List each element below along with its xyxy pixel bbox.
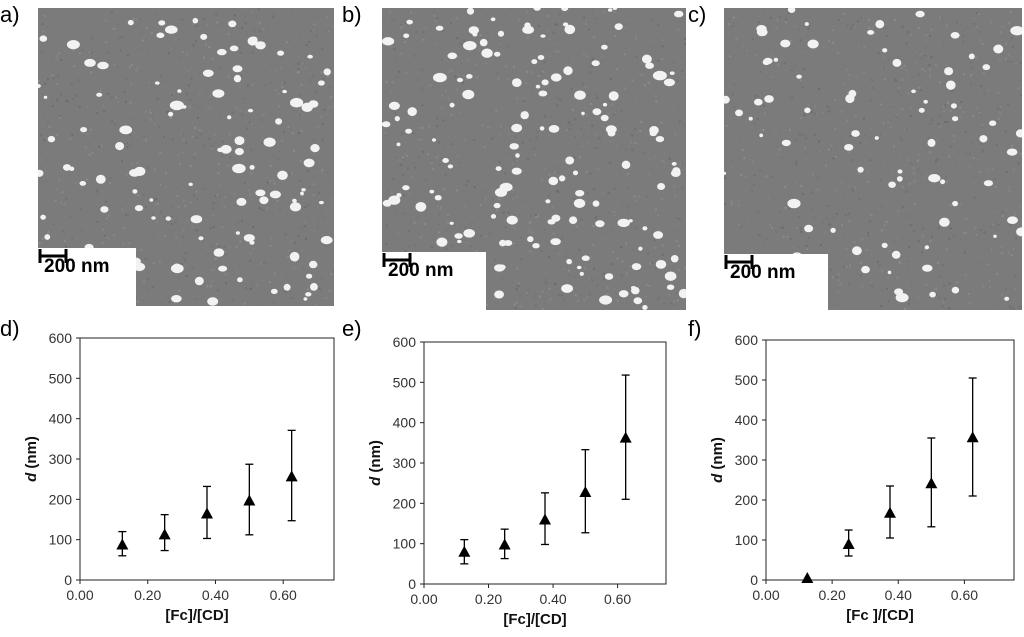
chart-f-ytick-label: 500: [735, 372, 759, 388]
chart-f-xlabel: [Fc ]/[CD]: [846, 607, 914, 624]
chart-e-xlabel: [Fc]/[CD]: [503, 611, 566, 628]
chart-f: 0 100 200 300 400 500 600 0.00 0.20 0.40 0.60 [Fc ]…: [700, 330, 1022, 632]
chart-f-ytick-label: 200: [735, 492, 759, 508]
panel-label-c: c): [688, 2, 706, 28]
chart-e-ytick-label: 400: [393, 415, 417, 431]
chart-e-ytick-label: 200: [393, 495, 417, 511]
chart-f-point-4: [967, 431, 979, 442]
chart-d-xtick-label: 0.00: [66, 587, 93, 603]
chart-e-point-4: [620, 432, 632, 443]
micrograph-c: 200 nm: [724, 8, 1022, 310]
chart-d-point-2: [201, 507, 213, 518]
chart-f-xtick-label: 0.40: [885, 587, 912, 603]
chart-d-ylabel: d (nm): [23, 436, 40, 482]
chart-f-xtick-label: 0.20: [819, 587, 846, 603]
chart-f-frame: [766, 340, 1014, 580]
chart-d-svg: 0 100 200 300 400 500 600 0.00 0.20 0.40 0.60 [Fc]/…: [18, 322, 336, 632]
chart-d-frame: [80, 338, 334, 580]
chart-e-ylabel: d (nm): [367, 440, 384, 486]
chart-e-ytick-label: 100: [393, 536, 417, 552]
chart-e-xtick-label: 0.20: [475, 591, 502, 607]
micrograph-b: 200 nm: [382, 8, 686, 310]
chart-d: 0 100 200 300 400 500 600 0.00 0.20 0.40 0.60 [Fc]/…: [18, 322, 336, 632]
chart-e-xtick-label: 0.60: [604, 591, 631, 607]
chart-d-point-3: [243, 495, 255, 506]
micrograph-a: 200 nm: [38, 8, 334, 306]
chart-f-ylabel-unit: (nm): [709, 437, 726, 474]
chart-d-point-4: [286, 470, 298, 481]
chart-d-ytick-label: 500: [49, 370, 73, 386]
chart-d-ytick-label: 400: [49, 411, 73, 427]
chart-e-xtick-label: 0.00: [410, 591, 437, 607]
chart-d-ylabel-unit: (nm): [23, 436, 40, 473]
chart-e-point-2: [539, 513, 551, 524]
chart-e-frame: [424, 342, 666, 584]
panel-label-d: d): [0, 316, 20, 342]
chart-e-ytick-label: 300: [393, 455, 417, 471]
chart-d-point-1: [159, 528, 171, 539]
chart-f-point-0: [801, 572, 813, 583]
chart-e-ytick-label: 500: [393, 374, 417, 390]
chart-e-point-1: [499, 538, 511, 549]
chart-f-point-3: [925, 477, 937, 488]
chart-e-point-0: [458, 546, 470, 557]
chart-f-point-2: [884, 507, 896, 518]
chart-d-ytick-label: 600: [49, 330, 73, 346]
chart-d-point-0: [116, 539, 128, 550]
chart-d-ytick-label: 0: [64, 572, 72, 588]
chart-f-ytick-label: 600: [735, 332, 759, 348]
chart-d-ytick-label: 100: [49, 532, 73, 548]
chart-d-ytick-label: 300: [49, 451, 73, 467]
chart-d-xtick-label: 0.40: [202, 587, 229, 603]
chart-e-svg: 0 100 200 300 400 500 600 0.00 0.20 0.40 0.60 [Fc]/…: [358, 330, 676, 632]
chart-e-ytick-label: 0: [408, 576, 416, 592]
scale-bar-c: [724, 254, 754, 270]
scale-bar-a: [38, 248, 68, 264]
chart-f-svg: 0 100 200 300 400 500 600 0.00 0.20 0.40 0.60 [Fc ]…: [700, 330, 1022, 632]
chart-e: 0 100 200 300 400 500 600 0.00 0.20 0.40 0.60 [Fc]/…: [358, 330, 676, 632]
scale-box-a: 200 nm: [38, 248, 136, 306]
chart-e-ytick-label: 600: [393, 334, 417, 350]
panel-label-a: a): [0, 2, 20, 28]
chart-d-ytick-label: 200: [49, 491, 73, 507]
chart-f-ytick-label: 0: [750, 572, 758, 588]
chart-f-xtick-label: 0.60: [951, 587, 978, 603]
chart-e-xtick-label: 0.40: [539, 591, 566, 607]
chart-f-ytick-label: 400: [735, 412, 759, 428]
chart-f-point-1: [843, 538, 855, 549]
chart-d-xtick-label: 0.60: [270, 587, 297, 603]
scale-box-b: 200 nm: [382, 252, 486, 310]
chart-f-xtick-label: 0.00: [752, 587, 779, 603]
chart-d-xtick-label: 0.20: [134, 587, 161, 603]
chart-f-ytick-label: 100: [735, 532, 759, 548]
chart-f-ytick-label: 300: [735, 452, 759, 468]
scale-box-c: 200 nm: [724, 254, 828, 310]
chart-e-point-3: [579, 486, 591, 497]
panel-label-b: b): [342, 2, 362, 28]
chart-e-ylabel-unit: (nm): [367, 440, 384, 477]
scale-bar-b: [382, 252, 412, 268]
chart-d-xlabel: [Fc]/[CD]: [165, 607, 228, 624]
chart-f-ylabel: d (nm): [709, 437, 726, 483]
